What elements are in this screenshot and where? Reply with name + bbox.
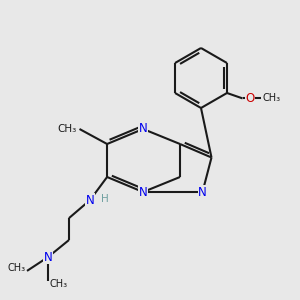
Text: CH₃: CH₃ (263, 93, 281, 103)
Text: O: O (246, 92, 255, 105)
Text: CH₃: CH₃ (8, 263, 26, 273)
Text: N: N (85, 194, 94, 207)
Text: N: N (139, 185, 148, 199)
Text: CH₃: CH₃ (57, 124, 76, 134)
Text: H: H (101, 194, 109, 204)
Text: CH₃: CH₃ (50, 279, 68, 289)
Text: N: N (198, 185, 207, 199)
Text: N: N (44, 250, 52, 264)
Text: N: N (139, 122, 148, 136)
